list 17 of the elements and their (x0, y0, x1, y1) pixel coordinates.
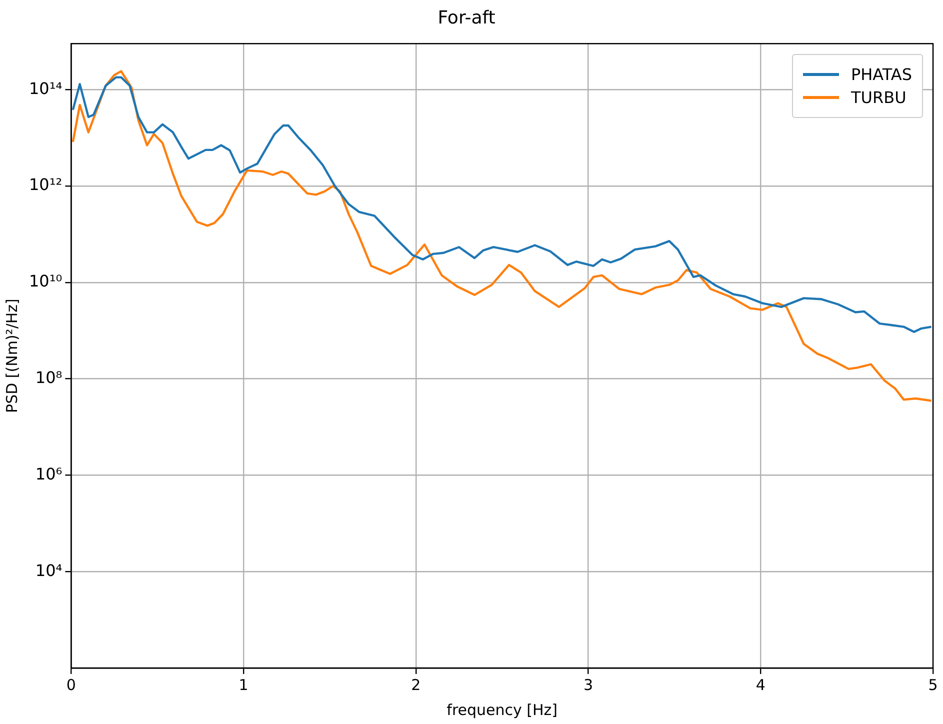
y-tick-label: 10¹⁰ (29, 272, 62, 291)
y-tick-label: 10⁴ (35, 560, 62, 580)
legend-label: TURBU (850, 88, 906, 107)
y-tick-label: 10⁶ (35, 464, 62, 484)
x-tick-label: 1 (238, 676, 248, 694)
y-axis-title: PSD [(Nm)²/Hz] (2, 298, 21, 413)
chart-title: For-aft (438, 7, 496, 28)
x-tick-label: 2 (411, 676, 421, 694)
x-tick-label: 4 (756, 676, 766, 694)
x-axis-title: frequency [Hz] (446, 700, 558, 719)
legend-label: PHATAS (850, 64, 912, 84)
y-tick-label: 10⁸ (35, 368, 62, 387)
x-tick-label: 5 (928, 676, 938, 694)
y-tick-label: 10¹² (29, 175, 62, 194)
x-tick-label: 3 (584, 676, 594, 694)
x-tick-label: 0 (66, 676, 76, 694)
y-tick-label: 10¹⁴ (29, 78, 62, 98)
